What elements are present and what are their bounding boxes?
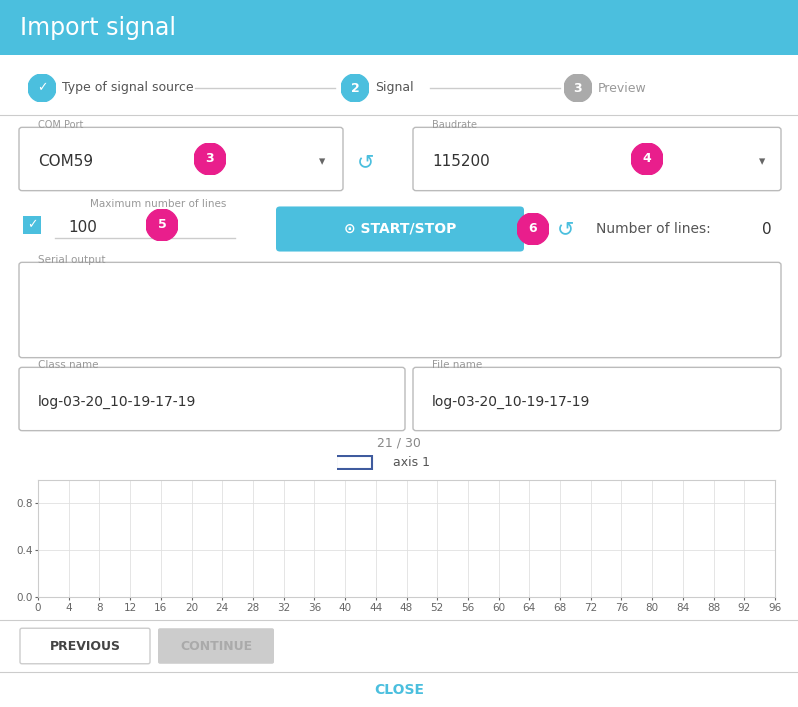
- Text: log-03-20_10-19-17-19: log-03-20_10-19-17-19: [38, 395, 196, 409]
- Text: Type of signal source: Type of signal source: [62, 81, 194, 95]
- Text: CONTINUE: CONTINUE: [180, 640, 252, 653]
- Text: Baudrate: Baudrate: [432, 120, 477, 130]
- Circle shape: [517, 213, 549, 245]
- Text: 2: 2: [350, 81, 359, 95]
- Circle shape: [631, 143, 663, 175]
- Circle shape: [564, 74, 592, 102]
- Circle shape: [341, 74, 369, 102]
- Text: Serial output: Serial output: [38, 255, 105, 265]
- Text: ▾: ▾: [759, 156, 765, 168]
- Text: ✓: ✓: [37, 81, 47, 95]
- Circle shape: [146, 209, 178, 241]
- Text: ↺: ↺: [557, 219, 575, 239]
- Text: 5: 5: [158, 218, 166, 231]
- Text: 0: 0: [762, 221, 772, 237]
- Text: PREVIOUS: PREVIOUS: [49, 640, 120, 653]
- Circle shape: [194, 143, 226, 175]
- Text: ⊙ START/STOP: ⊙ START/STOP: [344, 222, 456, 236]
- Circle shape: [28, 74, 56, 102]
- Text: ✓: ✓: [27, 218, 38, 231]
- Text: axis 1: axis 1: [393, 457, 430, 469]
- FancyBboxPatch shape: [336, 456, 372, 469]
- Text: 3: 3: [206, 153, 215, 165]
- Text: ▾: ▾: [319, 156, 325, 168]
- Text: Number of lines:: Number of lines:: [596, 222, 711, 236]
- Text: 4: 4: [642, 153, 651, 165]
- Text: 100: 100: [68, 221, 97, 235]
- Text: Preview: Preview: [598, 81, 646, 95]
- Text: log-03-20_10-19-17-19: log-03-20_10-19-17-19: [432, 395, 591, 409]
- Text: ↺: ↺: [358, 152, 375, 172]
- Text: 21 / 30: 21 / 30: [377, 436, 421, 450]
- Text: 115200: 115200: [432, 155, 490, 170]
- FancyBboxPatch shape: [22, 216, 41, 235]
- Text: File name: File name: [432, 360, 482, 370]
- Text: Signal: Signal: [375, 81, 413, 95]
- Text: 3: 3: [574, 81, 583, 95]
- Text: 6: 6: [529, 223, 537, 235]
- Text: Import signal: Import signal: [20, 16, 176, 40]
- Text: COM Port: COM Port: [38, 120, 83, 130]
- Text: CLOSE: CLOSE: [374, 683, 424, 697]
- Text: Maximum number of lines: Maximum number of lines: [90, 199, 227, 209]
- Text: Class name: Class name: [38, 360, 98, 370]
- Text: COM59: COM59: [38, 155, 93, 170]
